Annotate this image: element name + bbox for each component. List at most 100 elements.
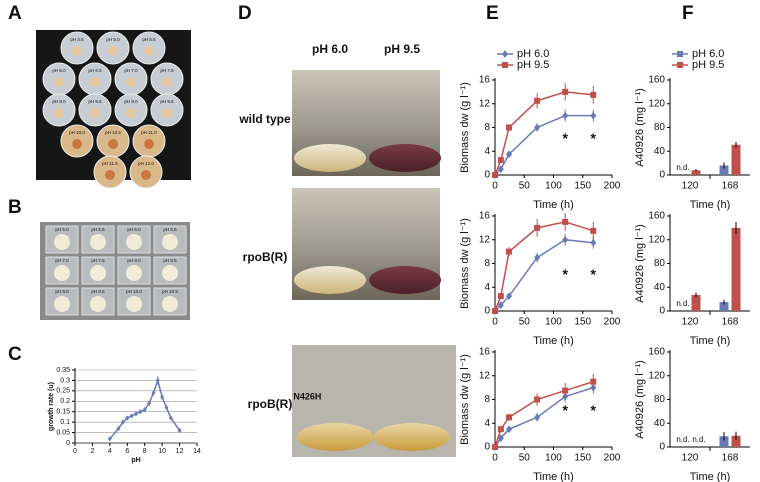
y-tick-label: 0.25 [56,388,70,395]
y-tick-label: 120 [648,370,665,381]
colony [72,139,82,149]
marker [506,425,513,434]
marker [151,390,156,396]
x-tick-label: 200 [604,181,621,192]
colony [54,77,64,87]
colony [72,46,82,56]
colony [144,46,154,56]
x-tick-label: 0 [73,448,77,455]
marker [562,88,569,95]
x-tick-label: 0 [492,453,498,464]
colony [162,234,178,250]
photo-d-2 [292,188,441,300]
y-axis-label: growth rate (u) [48,382,55,431]
marker [534,123,541,132]
marker [168,415,173,421]
marker [562,235,569,244]
colony [126,108,136,118]
photo-d-3 [292,345,456,457]
y-tick-label: 0 [66,440,70,447]
row-label-sup: N426H [293,391,321,401]
plate-label: pH 8.0 [52,99,66,104]
y-tick-label: 8 [484,258,490,269]
plate-label: pH 10.0 [126,289,142,294]
legend-swatch [677,62,683,68]
colony [162,296,178,312]
plate-label: pH 7.5 [91,258,105,263]
colony [162,265,178,281]
marker [177,427,182,434]
colony [126,296,142,312]
colony [54,265,70,281]
x-tick-label: 14 [193,448,201,455]
marker [129,413,134,419]
colony [90,234,106,250]
panel-letter: B [8,197,22,218]
marker [497,165,504,173]
y-tick-label: 0.15 [56,409,70,416]
x-tick-label: 168 [722,317,739,328]
plate-label: pH 9.0 [55,289,69,294]
colony [144,139,154,149]
plate-label: pH 5.0 [106,37,120,42]
column-header: pH 9.5 [384,42,420,56]
colony [126,265,142,281]
bar [731,435,741,447]
colony [162,77,172,87]
marker [534,253,541,262]
marker [116,425,121,431]
value-label: n.d. [676,163,689,172]
marker [506,124,513,131]
plate-label: pH 6.5 [88,68,102,73]
plate-label: pH 10.5 [162,289,178,294]
plate-label: pH 4.5 [70,37,84,42]
marker [120,419,125,425]
marker [506,248,513,255]
y-axis-label: A40926 (mg l⁻¹) [634,224,646,303]
marker [492,172,498,178]
x-tick-label: 120 [682,317,699,328]
x-tick-label: 120 [682,181,699,192]
y-tick-label: 120 [648,98,665,109]
x-tick-label: 150 [574,453,591,464]
colony [105,170,115,180]
marker [590,378,597,385]
x-tick-label: 2 [90,448,94,455]
y-tick-label: 80 [654,122,666,133]
y-axis-label: Biomass dw (g l⁻¹) [459,354,471,445]
x-tick-label: 4 [108,448,112,455]
marker [497,301,504,309]
bar [719,165,729,175]
y-tick-label: 0.2 [60,398,70,405]
colony [108,139,118,149]
panel-letter: E [486,3,499,24]
colony [162,108,172,118]
y-tick-label: 8 [484,394,490,405]
y-tick-label: 120 [648,234,665,245]
marker [562,387,569,394]
colony [126,77,136,87]
plate-label: pH 9.5 [91,289,105,294]
y-tick-label: 160 [648,347,665,358]
annotation: * [562,402,568,418]
line-chart: 0 4 8 12 16 Time (h) Biomass dw (g l⁻¹) 0 50 100 1… [459,211,621,347]
plate-label: pH 5.5 [91,227,105,232]
marker [506,414,513,421]
plate-label: pH 7.0 [124,68,138,73]
plate-label: pH 5.5 [142,37,156,42]
plate-label: pH 12.0 [138,161,154,166]
marker [590,91,597,98]
x-tick-label: 0 [492,317,498,328]
marker [497,434,504,442]
x-tick-label: 168 [722,181,739,192]
marker [497,426,504,433]
legend-label: pH 9.5 [692,59,724,71]
x-tick-label: 50 [519,453,531,464]
legend-label: pH 9.5 [517,59,549,71]
marker [164,404,169,411]
y-tick-label: 0 [659,170,665,181]
y-tick-label: 12 [479,370,491,381]
marker [534,413,541,422]
